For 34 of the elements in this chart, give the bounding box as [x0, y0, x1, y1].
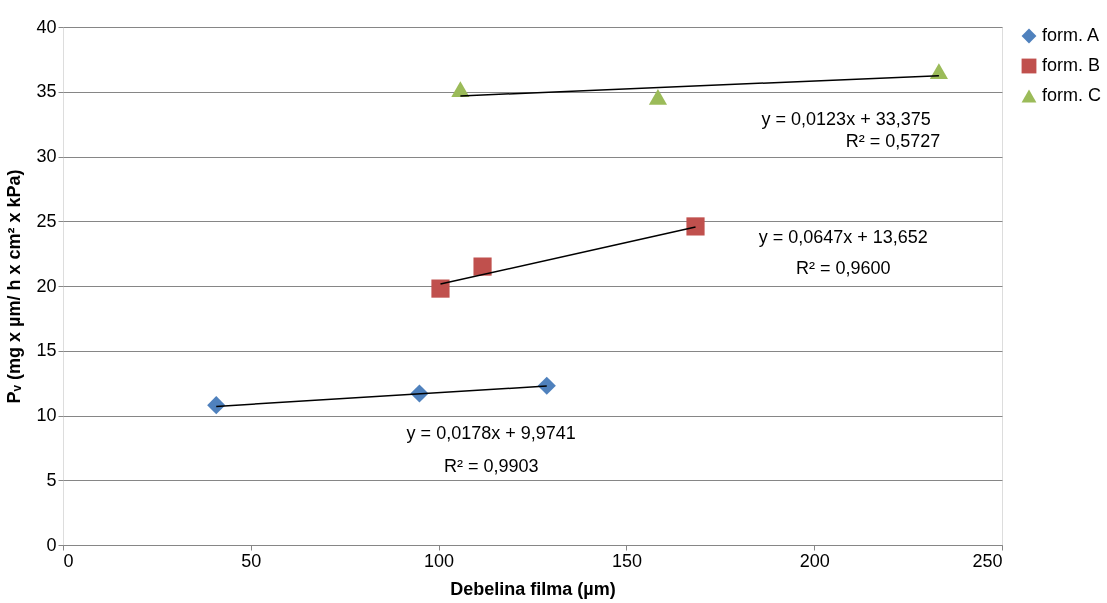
y-tick-label: 35	[36, 81, 57, 102]
x-axis-title: Debelina filma (µm)	[450, 578, 616, 599]
y-axis-title: Pᵥ (mg x µm/ h x cm² x kPa)	[4, 169, 25, 404]
x-tick-label: 150	[611, 550, 642, 571]
y-tick-label: 20	[36, 275, 57, 296]
x-tick-label: 50	[241, 550, 262, 571]
legend-label: form. C	[1042, 85, 1102, 105]
point	[431, 279, 450, 298]
annotation: y = 0,0178x + 9,9741	[406, 422, 576, 443]
legend-label: form. A	[1042, 25, 1100, 45]
y-tick-label: 25	[36, 210, 57, 231]
annotation: y = 0,0647x + 13,652	[758, 227, 928, 248]
point	[207, 396, 226, 415]
annotation: y = 0,0123x + 33,375	[761, 109, 931, 130]
x-tick-label: 0	[63, 550, 74, 571]
y-tick-label: 5	[46, 469, 57, 490]
y-tick-label: 40	[36, 16, 57, 37]
annotation: R² = 0,9600	[796, 258, 891, 279]
y-tick-label: 30	[36, 146, 57, 166]
y-tick-label: 15	[36, 340, 57, 361]
x-tick-label: 250	[972, 550, 1003, 571]
point	[537, 376, 556, 395]
point	[473, 257, 492, 276]
x-tick-label: 200	[799, 550, 830, 571]
point	[451, 81, 470, 98]
x-tick-label: 100	[424, 550, 455, 571]
annotation: R² = 0,5727	[845, 131, 941, 152]
point	[929, 63, 948, 79]
y-tick-label: 0	[46, 534, 57, 555]
annotation: R² = 0,9903	[443, 456, 539, 477]
y-tick-label: 10	[36, 405, 57, 425]
legend-label: form. B	[1042, 55, 1101, 75]
point	[648, 89, 668, 105]
point	[686, 217, 705, 236]
